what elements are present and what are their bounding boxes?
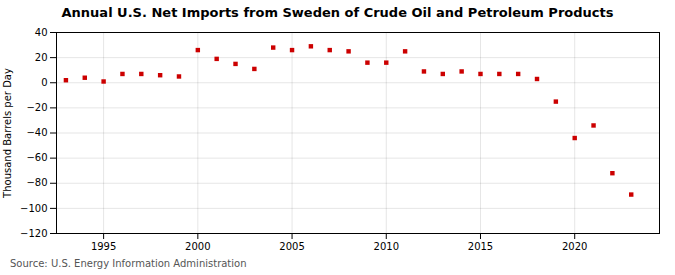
svg-text:−100: −100 xyxy=(20,203,47,214)
svg-text:2015: 2015 xyxy=(468,241,493,252)
svg-text:2020: 2020 xyxy=(562,241,587,252)
svg-text:20: 20 xyxy=(35,52,48,63)
html-text:Source: U.S. Energy Informatio: Source: U.S. Energy Information Administ… xyxy=(10,258,247,269)
svg-text:2005: 2005 xyxy=(279,241,304,252)
svg-text:40: 40 xyxy=(35,27,48,38)
svg-text:−40: −40 xyxy=(26,127,47,138)
svg-text:0: 0 xyxy=(41,77,47,88)
svg-text:−60: −60 xyxy=(26,152,47,163)
svg-text:2000: 2000 xyxy=(185,241,210,252)
svg-text:2010: 2010 xyxy=(374,241,399,252)
svg-text:−120: −120 xyxy=(20,228,47,239)
html-text:Annual U.S. Net Imports from S: Annual U.S. Net Imports from Sweden of C… xyxy=(61,5,614,20)
svg-text:1995: 1995 xyxy=(91,241,116,252)
svg-text:Thousand Barrels per Day: Thousand Barrels per Day xyxy=(2,68,13,199)
svg-text:−20: −20 xyxy=(26,102,47,113)
svg-text:−80: −80 xyxy=(26,177,47,188)
